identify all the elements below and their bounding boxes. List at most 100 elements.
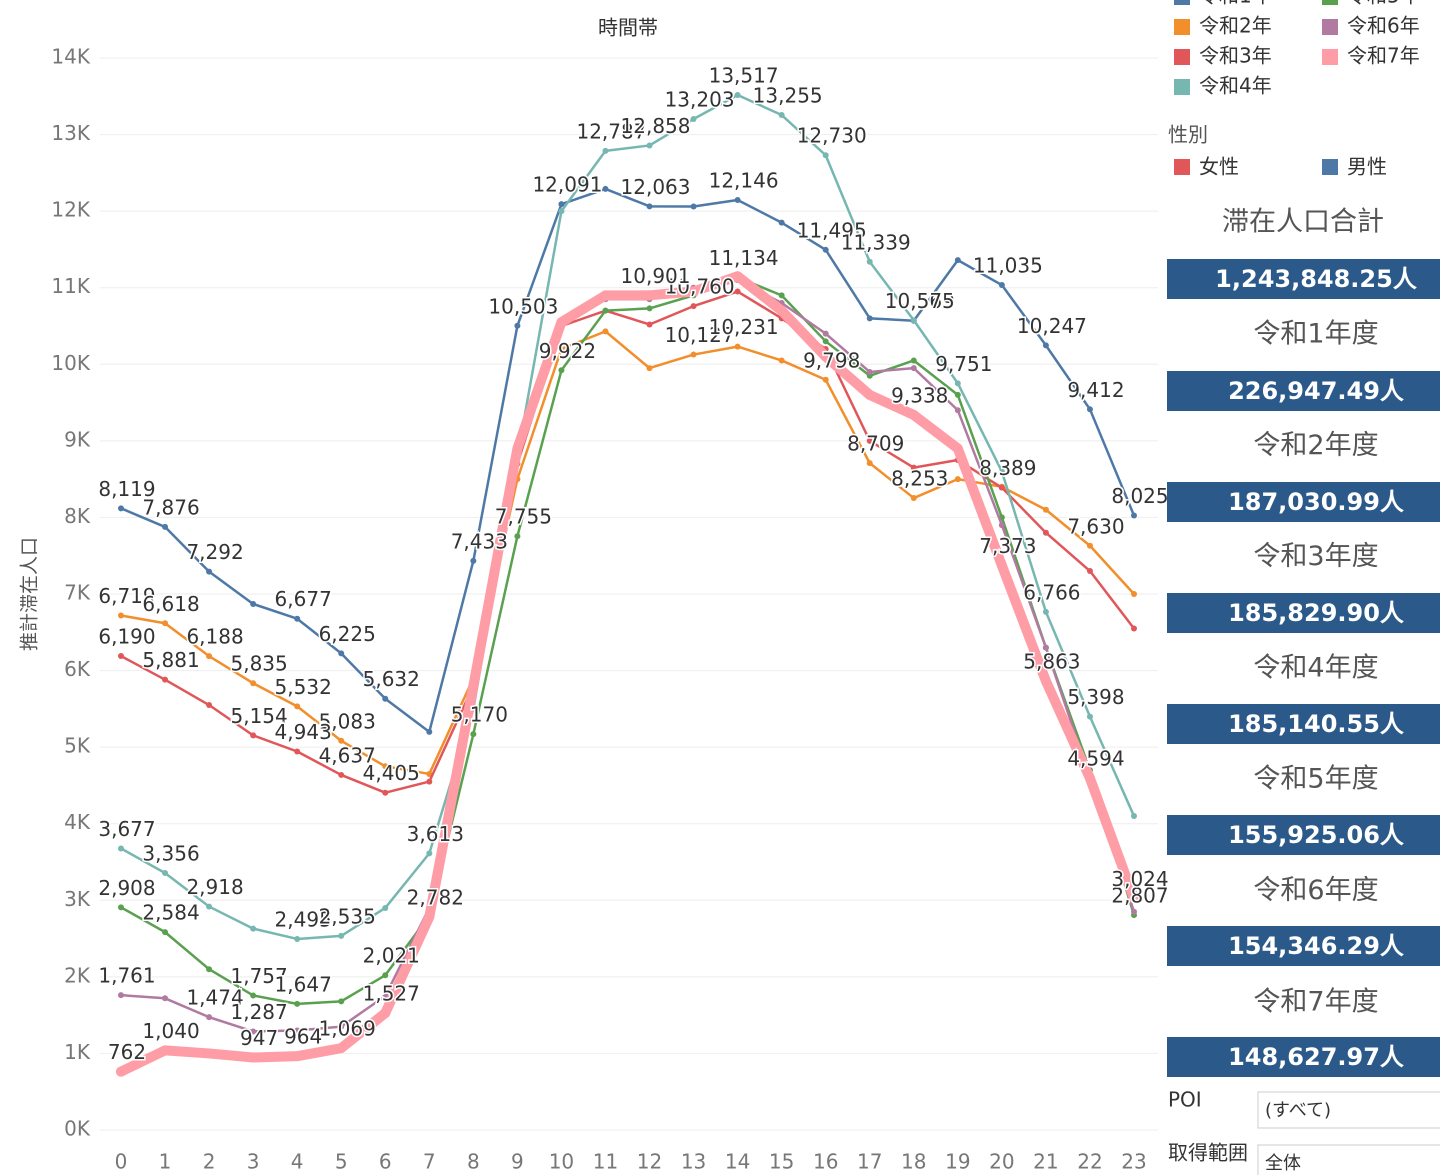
legend-label: 男性 — [1347, 155, 1387, 179]
point — [734, 343, 741, 350]
point — [1086, 568, 1093, 575]
kpi-box — [1167, 593, 1440, 633]
point — [778, 112, 785, 119]
point — [600, 290, 611, 301]
y-tick-label: 13K — [51, 121, 90, 145]
point — [294, 703, 301, 710]
value-label: 4,405 — [363, 761, 420, 785]
value-label: 1,757 — [230, 964, 287, 988]
x-tick-label: 17 — [857, 1150, 882, 1174]
value-label: 12,858 — [621, 114, 691, 138]
kpi-box — [1167, 482, 1440, 522]
value-label: 9,798 — [803, 348, 860, 372]
point — [250, 680, 257, 687]
point — [1131, 591, 1137, 597]
point — [602, 307, 609, 314]
series-line — [119, 93, 1136, 941]
value-label: 5,632 — [363, 667, 420, 691]
value-label: 762 — [108, 1040, 146, 1064]
kpi-label: 令和4年度 — [1253, 652, 1378, 683]
point — [1042, 342, 1049, 349]
point — [248, 1052, 259, 1063]
x-tick-label: 0 — [115, 1150, 128, 1174]
value-label: 6,677 — [275, 587, 332, 611]
point — [822, 376, 829, 383]
point — [338, 771, 345, 778]
value-label: 5,881 — [142, 648, 199, 672]
value-label: 3,677 — [98, 817, 155, 841]
y-tick-label: 2K — [64, 963, 91, 987]
point — [118, 992, 124, 999]
value-label: 4,637 — [319, 743, 376, 767]
value-label: 947 — [240, 1026, 278, 1050]
point — [382, 972, 389, 979]
point — [1086, 406, 1093, 413]
point — [250, 600, 257, 607]
value-label: 2,807 — [1111, 884, 1168, 908]
filter-value: (すべて) — [1265, 1100, 1331, 1121]
point — [382, 993, 389, 999]
point — [118, 505, 124, 512]
value-label: 6,618 — [142, 592, 199, 616]
point — [602, 328, 609, 335]
point — [206, 702, 213, 709]
point — [338, 998, 345, 1005]
value-label: 12,146 — [709, 168, 779, 192]
y-tick-label: 5K — [64, 734, 91, 758]
point — [646, 365, 653, 372]
point — [426, 778, 433, 785]
value-label: 1,761 — [98, 964, 155, 988]
point — [468, 680, 479, 691]
x-tick-label: 6 — [379, 1150, 392, 1174]
kpi-box — [1167, 704, 1440, 744]
legend-swatch — [1174, 0, 1190, 5]
value-label: 2,584 — [142, 901, 199, 925]
point — [426, 850, 433, 857]
legend-label: 令和7年 — [1347, 44, 1420, 68]
value-label: 5,863 — [1023, 650, 1080, 674]
value-label: 13,517 — [709, 63, 779, 87]
y-tick-label: 11K — [51, 274, 90, 298]
legend-swatch — [1322, 0, 1338, 5]
point — [206, 568, 213, 575]
value-label: 5,398 — [1067, 685, 1124, 709]
legend-swatch — [1174, 159, 1190, 175]
y-tick-label: 7K — [64, 581, 91, 605]
point — [250, 992, 257, 999]
x-tick-label: 22 — [1077, 1150, 1102, 1174]
kpi-value: 155,925.06人 — [1228, 821, 1404, 849]
point — [382, 695, 389, 702]
point — [512, 443, 523, 454]
point — [118, 904, 124, 911]
value-label: 2,021 — [363, 944, 420, 968]
value-label: 4,594 — [1067, 747, 1124, 771]
value-label: 3,024 — [1111, 867, 1168, 891]
kpi-label: 令和1年度 — [1253, 319, 1378, 350]
value-label: 10,247 — [1017, 314, 1087, 338]
point — [732, 271, 743, 282]
point — [294, 1000, 301, 1007]
point — [776, 305, 787, 316]
point — [1042, 644, 1049, 651]
point — [954, 257, 961, 264]
value-label: 5,154 — [230, 704, 287, 728]
point — [690, 116, 697, 123]
value-label: 11,339 — [841, 230, 911, 254]
point — [1042, 506, 1049, 513]
point — [470, 731, 477, 738]
value-label: 6,190 — [98, 625, 155, 649]
legend-swatch — [1322, 49, 1338, 65]
point — [996, 560, 1007, 571]
y-axis-title: 推計滞在人口 — [19, 537, 41, 651]
x-tick-label: 1 — [159, 1150, 172, 1174]
point — [954, 380, 961, 387]
point — [294, 615, 301, 622]
point — [602, 147, 609, 154]
point — [558, 345, 565, 352]
point — [998, 468, 1005, 475]
point — [1129, 893, 1139, 904]
x-tick-label: 21 — [1033, 1150, 1058, 1174]
point — [206, 1014, 213, 1021]
value-label: 9,338 — [891, 383, 948, 407]
value-label: 10,503 — [488, 294, 558, 318]
